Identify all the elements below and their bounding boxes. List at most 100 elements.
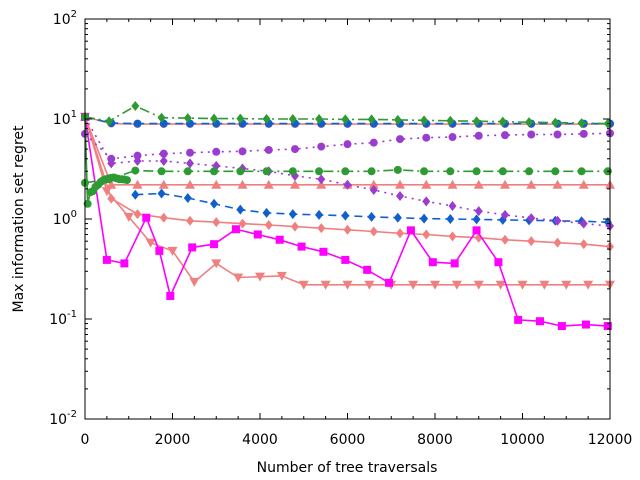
data-point: [472, 167, 481, 176]
data-point: [428, 258, 437, 267]
data-point: [319, 247, 328, 256]
data-point: [342, 280, 353, 290]
data-point: [343, 179, 352, 190]
data-point: [131, 166, 140, 175]
data-point: [236, 167, 245, 176]
y-tick-label: 10-1: [49, 309, 77, 328]
data-point: [237, 179, 248, 189]
data-point: [420, 115, 429, 126]
y-tick-exponent: 0: [71, 209, 77, 220]
data-point: [123, 176, 131, 185]
data-point: [448, 231, 457, 242]
data-point: [291, 221, 299, 232]
data-point: [422, 196, 431, 207]
data-point: [186, 215, 194, 226]
data-point: [385, 278, 394, 287]
data-point: [448, 133, 457, 142]
data-point: [120, 259, 129, 268]
data-point: [238, 218, 247, 229]
data-point: [561, 280, 572, 290]
data-point: [552, 179, 563, 189]
data-point: [551, 167, 560, 176]
data-point: [238, 147, 247, 156]
data-point: [579, 239, 588, 250]
data-point: [450, 259, 459, 268]
data-point: [472, 226, 481, 235]
data-point: [317, 142, 326, 151]
x-tick-label: 10000: [500, 432, 545, 448]
data-point: [526, 179, 537, 189]
data-point: [525, 167, 534, 176]
data-point: [166, 291, 175, 300]
data-point: [420, 213, 429, 224]
data-point: [343, 224, 352, 235]
data-point: [539, 280, 550, 290]
y-axis-title: Max information set regret: [11, 125, 27, 313]
data-point: [498, 116, 507, 127]
data-point: [577, 118, 586, 129]
data-point: [498, 167, 507, 176]
data-point: [553, 215, 562, 226]
data-point: [341, 210, 350, 221]
data-point: [107, 193, 116, 204]
data-point: [102, 255, 111, 264]
data-point: [527, 130, 536, 139]
data-point: [212, 147, 221, 156]
data-point: [316, 179, 327, 189]
data-point: [255, 272, 265, 282]
data-point: [210, 113, 219, 124]
y-tick-label: 102: [53, 9, 77, 28]
series-9: [81, 111, 614, 232]
axes-layer: 0 2000 4000 6000 8000 10000 1200010-210-110010…: [49, 9, 632, 448]
data-point: [101, 187, 112, 197]
data-point: [527, 236, 536, 247]
data-point: [551, 117, 560, 128]
data-point: [422, 133, 431, 142]
data-point: [494, 258, 503, 267]
data-point: [527, 213, 536, 224]
y-tick-base: 10: [53, 12, 71, 28]
series-line: [84, 116, 608, 327]
x-tick-label: 0: [81, 432, 90, 448]
data-point: [514, 315, 523, 324]
data-point: [501, 234, 509, 245]
y-tick-exponent: -1: [67, 309, 77, 320]
x-tick-label: 8000: [417, 432, 453, 448]
data-point: [186, 158, 194, 169]
y-tick-exponent: 2: [71, 9, 77, 20]
data-point: [276, 271, 287, 281]
data-point: [341, 114, 350, 125]
x-tick-label: 12000: [588, 432, 633, 448]
data-point: [581, 320, 590, 329]
data-point: [320, 280, 331, 290]
data-point: [446, 214, 455, 224]
data-point: [158, 179, 169, 189]
data-point: [422, 229, 431, 240]
data-point: [446, 115, 455, 126]
data-point: [275, 235, 284, 244]
y-tick-label: 10-2: [49, 409, 77, 428]
data-point: [262, 207, 271, 218]
data-point: [579, 129, 588, 138]
data-point: [262, 114, 271, 124]
data-point: [107, 158, 116, 169]
data-point: [123, 212, 134, 222]
data-point: [131, 189, 140, 200]
data-point: [159, 149, 168, 158]
data-point: [236, 113, 245, 124]
data-point: [315, 167, 324, 176]
series-12: [81, 112, 131, 208]
data-point: [341, 255, 350, 264]
data-point: [369, 226, 378, 237]
data-point: [183, 113, 192, 124]
data-point: [298, 280, 309, 290]
data-point: [253, 230, 262, 239]
data-point: [132, 179, 143, 189]
data-point: [430, 280, 440, 290]
data-point: [133, 156, 142, 167]
data-point: [421, 179, 432, 189]
data-point: [155, 246, 164, 255]
data-point: [133, 119, 142, 128]
